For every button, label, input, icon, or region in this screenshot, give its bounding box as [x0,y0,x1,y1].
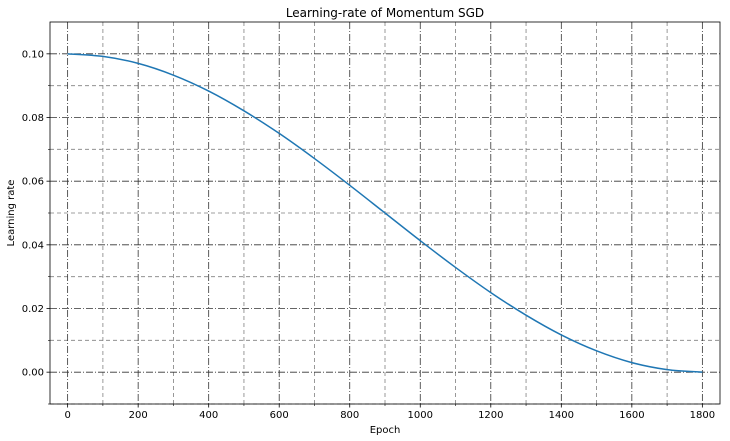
y-tick-label: 0.08 [22,113,44,124]
x-tick-label: 1400 [549,410,574,421]
y-axis-title: Learning rate [6,180,17,247]
x-tick-label: 400 [199,410,218,421]
chart-title: Learning-rate of Momentum SGD [286,6,484,20]
x-tick-label: 800 [340,410,359,421]
x-tick-label: 0 [64,410,70,421]
y-tick-label: 0.04 [22,240,44,251]
y-tick-label: 0.10 [22,49,44,60]
series-layer [67,53,703,373]
x-tick-label: 1200 [478,410,503,421]
series-line-0 [67,53,703,373]
grid [50,22,720,405]
ticks: 0 200 400 600 800 1000 1200 1400 1600 1800 0.00 0.0… [22,49,715,421]
y-tick-label: 0.00 [22,368,44,379]
x-tick-label: 600 [270,410,289,421]
x-tick-label: 1800 [690,410,715,421]
x-axis-title: Epoch [370,425,401,436]
y-tick-label: 0.06 [22,177,44,188]
x-tick-label: 1600 [619,410,644,421]
x-tick-label: 200 [129,410,148,421]
y-tick-label: 0.02 [22,304,44,315]
x-tick-label: 1000 [408,410,433,421]
